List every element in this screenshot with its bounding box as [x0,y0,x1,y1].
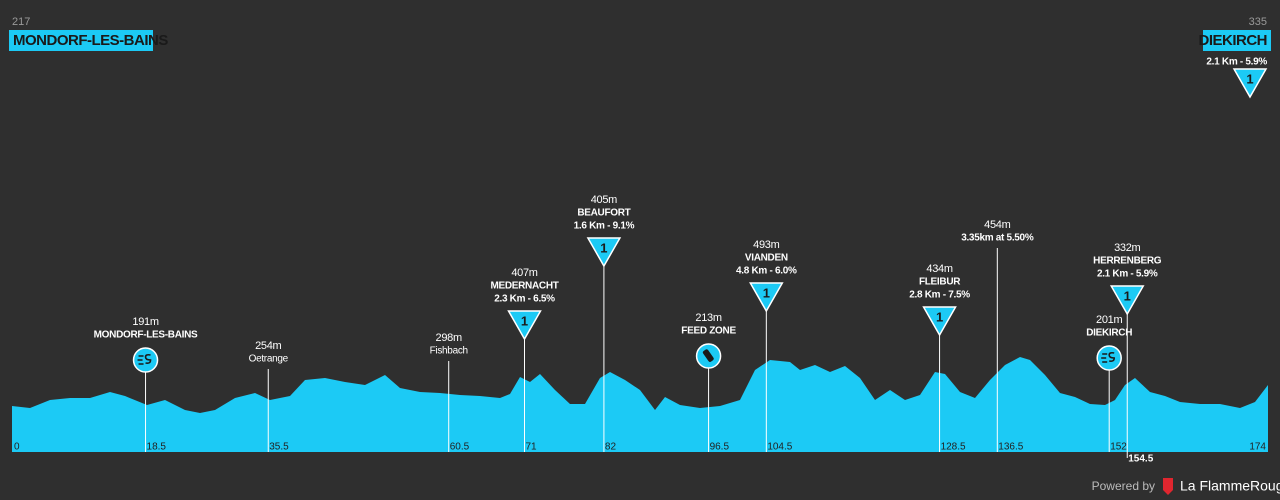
kom-icon [749,282,784,313]
marker-name: MONDORF-LES-BAINS [94,330,198,341]
marker-detail: 2.3 Km - 6.5% [494,294,555,305]
marker-name: BEAUFORT [577,208,630,219]
finish-name: DIEKIRCH [1198,32,1267,49]
km-label: 136.5 [998,442,1023,453]
finish-altitude: 335 [1249,16,1267,28]
brand: La FlammeRouge [1180,478,1280,494]
marker-altitude: 213m [695,312,721,324]
kom-category: 1 [1124,288,1131,303]
marker-name: DIEKIRCH [1086,328,1132,339]
start-name: MONDORF-LES-BAINS [13,32,168,49]
marker-altitude: 493m [753,239,779,251]
sprint-glyph [137,353,152,365]
sprint-icon [1096,345,1122,371]
km-label: 35.5 [269,442,289,453]
km-label: 82 [605,442,617,453]
finish-box [1203,30,1271,51]
km-label: 0 [14,442,20,453]
marker-altitude: 407m [511,267,537,279]
marker-name: FEED ZONE [681,326,736,337]
km-label: 18.5 [147,442,167,453]
start-altitude: 217 [12,16,30,28]
km-label: 71 [526,442,538,453]
kom-category: 1 [1246,71,1253,86]
km-label: 152 [1110,442,1127,453]
marker-detail: 2.1 Km - 5.9% [1097,269,1158,280]
marker-altitude: 405m [591,194,617,206]
kom-category: 1 [521,313,528,328]
marker-name: Fishbach [430,346,468,357]
marker-detail: 4.8 Km - 6.0% [736,266,797,277]
finish-detail: 2.1 Km - 5.9% [1206,57,1267,68]
marker-altitude: 254m [255,340,281,352]
km-label: 60.5 [450,442,470,453]
kom-icon [922,306,957,337]
km-label: 128.5 [941,442,966,453]
marker-altitude: 201m [1096,314,1122,326]
km-label: 174 [1249,442,1266,453]
marker-name: Oetrange [249,354,289,365]
marker-detail: 1.6 Km - 9.1% [574,221,635,232]
marker-name: FLEIBUR [919,277,961,288]
marker-name: VIANDEN [745,253,788,264]
kom-icon [586,237,622,268]
brand-logo [1163,478,1173,495]
km-label: 96.5 [710,442,730,453]
marker-name: HERRENBERG [1093,256,1162,267]
marker-detail: 3.35km at 5.50% [961,233,1034,244]
kom-icon [507,310,542,341]
kom-category: 1 [600,240,607,255]
kom-icon [1232,68,1268,99]
km-label: 104.5 [767,442,792,453]
marker-altitude: 454m [984,219,1010,231]
kom-category: 1 [763,285,770,300]
feed-glyph [702,349,714,362]
marker-altitude: 332m [1114,242,1140,254]
kom-icon [1109,285,1145,316]
sprint-glyph [1101,351,1116,363]
powered-by: Powered by [1092,479,1155,493]
elevation-profile [12,357,1268,452]
marker-altitude: 298m [436,332,462,344]
marker-name: MEDERNACHT [490,281,558,292]
marker-altitude: 434m [926,263,952,275]
km-label: 154.5 [1128,454,1153,465]
sprint-icon [132,347,159,373]
kom-category: 1 [936,309,943,324]
start-box [9,30,153,51]
marker-altitude: 191m [132,316,158,328]
marker-detail: 2.8 Km - 7.5% [909,290,970,301]
